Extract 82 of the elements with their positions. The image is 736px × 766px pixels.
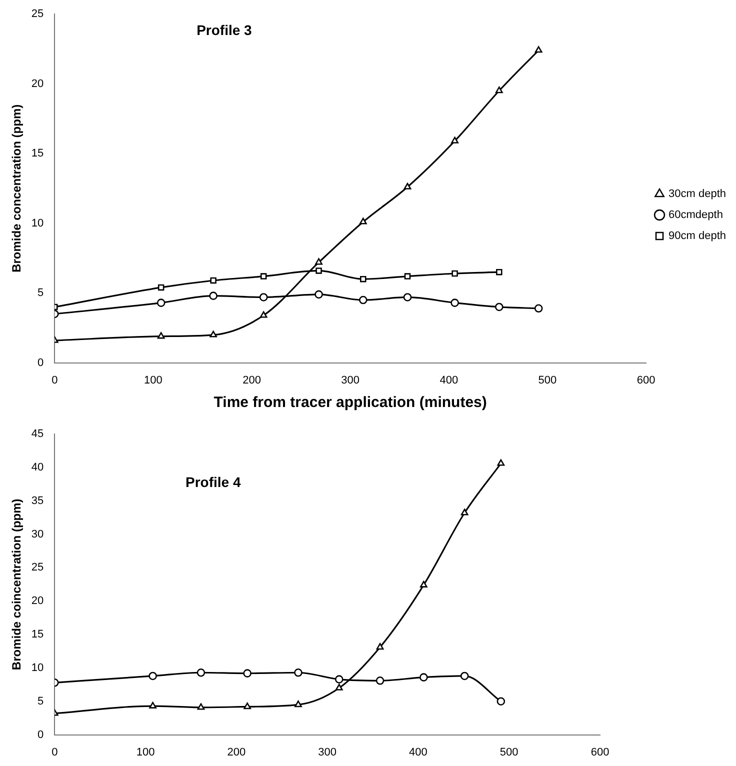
point xyxy=(360,276,366,282)
point xyxy=(156,298,166,307)
y-tick-label: 10 xyxy=(31,662,44,674)
point xyxy=(497,459,505,466)
point xyxy=(260,311,268,318)
y-tick-label: 35 xyxy=(31,494,44,507)
y-tick-label: 30 xyxy=(31,528,44,540)
x-tick-label: 100 xyxy=(136,746,155,758)
point xyxy=(404,273,411,280)
point xyxy=(210,277,216,284)
point xyxy=(358,296,368,304)
y-axis-title: Bromide coincentration (ppm) xyxy=(10,498,24,670)
x-tick-label: 400 xyxy=(409,746,428,758)
point xyxy=(149,702,156,708)
point xyxy=(359,218,367,224)
point xyxy=(316,268,322,274)
point xyxy=(496,268,502,276)
y-axis-title: Bromide concentration (ppm) xyxy=(10,104,24,272)
legend-label: 30cm depth xyxy=(668,188,726,200)
point xyxy=(260,273,267,280)
legend-label: 60cmdepth xyxy=(668,209,723,222)
point xyxy=(534,46,542,53)
point xyxy=(420,673,428,682)
point xyxy=(259,293,268,302)
point xyxy=(197,703,205,710)
x-tick-label: 600 xyxy=(636,374,656,386)
x-tick-label: 500 xyxy=(538,374,557,386)
point xyxy=(294,700,302,708)
point xyxy=(334,675,344,684)
y-tick-label: 25 xyxy=(31,8,44,20)
x-tick-label: 200 xyxy=(242,374,261,386)
y-tick-label: 15 xyxy=(31,628,44,641)
x-tick-label: 600 xyxy=(590,746,610,758)
point xyxy=(244,702,252,710)
point xyxy=(420,580,428,588)
point xyxy=(404,182,412,190)
y-tick-label: 5 xyxy=(38,695,44,708)
point xyxy=(460,508,468,516)
y-tick-label: 25 xyxy=(31,562,44,574)
point xyxy=(534,304,543,313)
point xyxy=(495,86,503,94)
point xyxy=(157,332,165,339)
point xyxy=(496,697,506,706)
point xyxy=(376,676,384,685)
x-tick-label: 100 xyxy=(144,374,162,386)
y-tick-label: 0 xyxy=(38,728,44,741)
y-tick-label: 20 xyxy=(31,78,44,90)
point xyxy=(376,643,384,650)
y-tick-label: 10 xyxy=(31,217,44,230)
x-tick-label: 0 xyxy=(52,746,58,758)
point xyxy=(403,293,412,302)
point xyxy=(315,258,322,265)
x-axis-title: Time from tracer application (minutes) xyxy=(214,394,487,412)
point xyxy=(148,672,157,680)
y-tick-label: 15 xyxy=(31,148,44,160)
point xyxy=(451,136,458,144)
point xyxy=(196,668,206,677)
legend-label: 90cm depth xyxy=(668,230,726,242)
x-tick-label: 300 xyxy=(318,746,336,758)
y-tick-label: 20 xyxy=(31,595,44,608)
y-tick-label: 45 xyxy=(31,428,44,440)
y-tick-label: 0 xyxy=(38,356,44,369)
y-tick-label: 40 xyxy=(31,461,44,474)
x-tick-label: 0 xyxy=(52,374,58,386)
point xyxy=(335,684,343,690)
point xyxy=(452,270,458,277)
text: Profile 3 xyxy=(196,22,252,38)
point xyxy=(314,290,323,299)
x-tick-label: 300 xyxy=(341,374,360,386)
point xyxy=(294,668,302,677)
point xyxy=(243,669,252,678)
point xyxy=(209,292,218,300)
point xyxy=(210,330,218,338)
point xyxy=(495,302,504,312)
x-tick-label: 500 xyxy=(500,746,518,758)
x-tick-label: 200 xyxy=(227,746,246,758)
point xyxy=(158,284,164,291)
y-tick-label: 5 xyxy=(38,287,44,300)
point xyxy=(450,298,459,307)
point xyxy=(460,672,469,680)
x-tick-label: 400 xyxy=(440,374,458,386)
text: Profile 4 xyxy=(186,474,241,490)
